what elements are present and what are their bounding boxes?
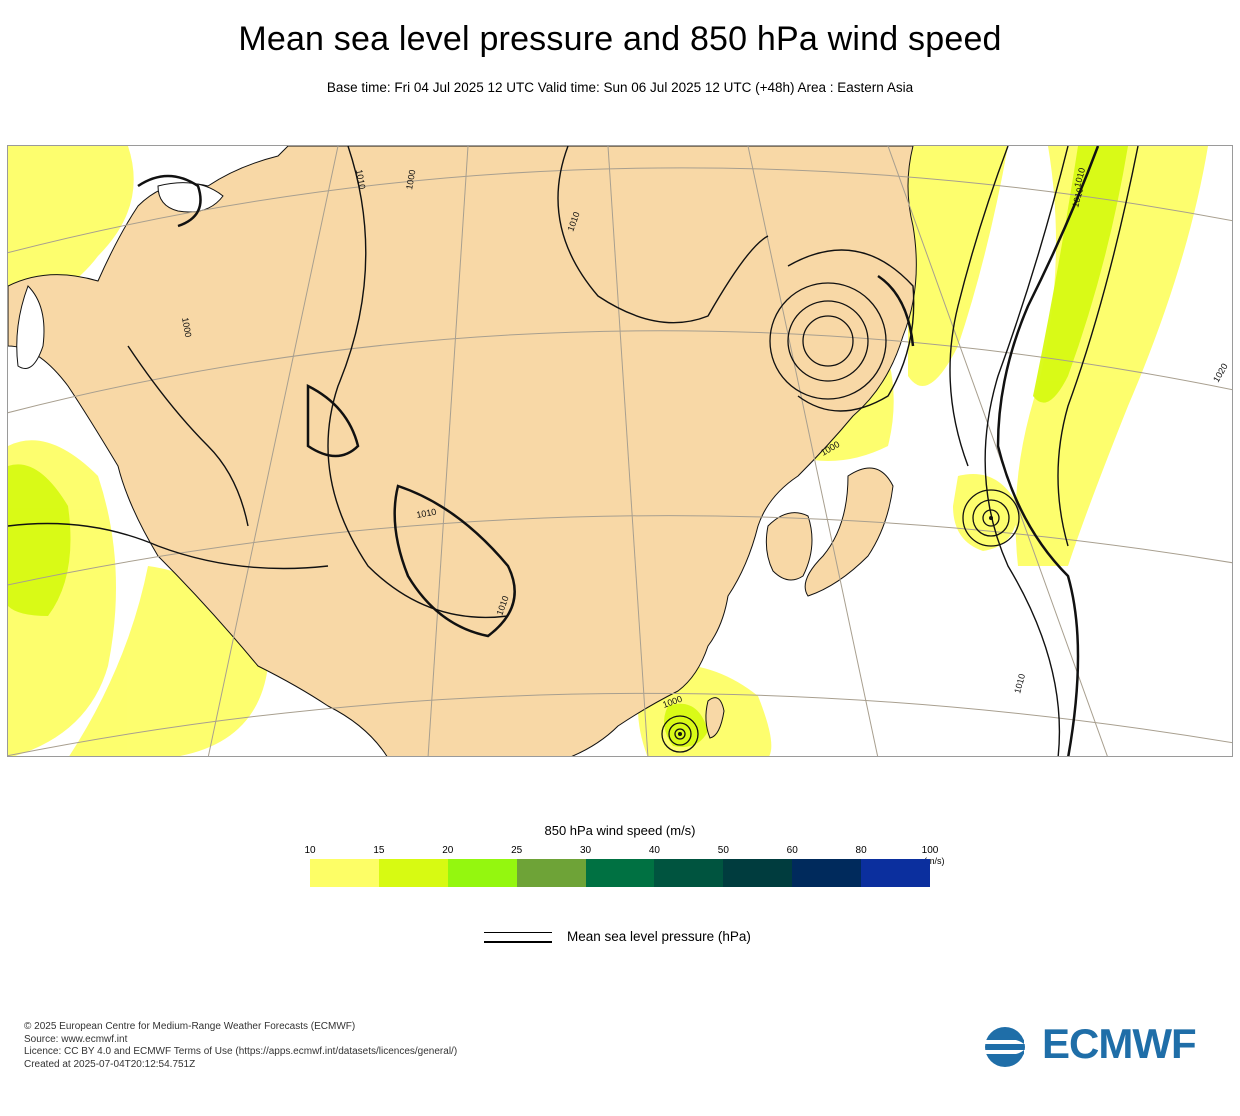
colorbar-tick-label: 10 <box>304 845 316 856</box>
taiwan-island <box>705 697 725 739</box>
chart-title: Mean sea level pressure and 850 hPa wind… <box>238 20 1002 58</box>
wind-colorbar <box>310 859 931 887</box>
isobar-label: 1010 <box>354 169 367 190</box>
chart-subtitle: Base time: Fri 04 Jul 2025 12 UTC Valid … <box>326 80 914 95</box>
msl-legend-label: Mean sea level pressure (hPa) <box>567 929 751 944</box>
typhoon-center-marker <box>989 516 993 520</box>
low-pressure-systems <box>661 282 1020 753</box>
colorbar-swatch <box>310 859 379 887</box>
colorbar-swatch <box>792 859 862 887</box>
credits-licence: Licence: CC BY 4.0 and ECMWF Terms of Us… <box>24 1046 458 1057</box>
credits-copyright: © 2025 European Centre for Medium-Range … <box>24 1021 356 1032</box>
ecmwf-logo: ECMWF <box>984 1020 1220 1072</box>
colorbar-swatch <box>654 859 724 887</box>
wind-legend-title: 850 hPa wind speed (m/s) <box>544 823 696 838</box>
colorbar-tick-label: 60 <box>786 845 798 856</box>
colorbar-swatch <box>861 859 931 887</box>
land-mass <box>8 146 917 756</box>
colorbar-tick-label: 100 <box>921 845 939 856</box>
graticule <box>8 146 1232 756</box>
msl-legend: Mean sea level pressure (hPa) <box>484 928 784 948</box>
ecmwf-logo-text: ECMWF <box>1042 1020 1197 1067</box>
ecmwf-logo-icon <box>984 1027 1040 1067</box>
colorbar-tick-label: 80 <box>855 845 867 856</box>
colorbar-tick-label: 20 <box>442 845 454 856</box>
credits-created: Created at 2025-07-04T20:12:54.751Z <box>24 1058 196 1070</box>
msl-line-thin <box>484 932 552 933</box>
weather-map[interactable]: 1010 1000 1010 1000 1010 1010 1000 1010 … <box>7 145 1233 757</box>
isobars <box>8 146 1139 756</box>
colorbar-swatch <box>378 859 448 887</box>
colorbar-units: (m/s) <box>924 856 945 866</box>
credits-source: Source: www.ecmwf.int <box>24 1033 128 1045</box>
colorbar-tick-label: 30 <box>579 845 592 856</box>
isobar-label: 1000 <box>404 169 417 190</box>
colorbar-swatch <box>723 859 793 887</box>
korea-peninsula <box>765 512 813 581</box>
colorbar-tick-label: 25 <box>511 845 523 856</box>
caspian-sea <box>16 285 45 369</box>
colorbar-swatch <box>585 859 655 887</box>
colorbar-tick-label: 40 <box>648 845 660 856</box>
colorbar-tick-label: 50 <box>717 845 729 856</box>
isobar-label: 1010 <box>416 507 437 520</box>
low-center-marker <box>678 732 682 736</box>
msl-line-bold <box>484 941 552 943</box>
isobars-bold <box>137 146 1100 756</box>
isobar-label: 1000 <box>180 317 193 338</box>
colorbar-swatch <box>447 859 517 887</box>
credits: © 2025 European Centre for Medium-Range … <box>24 1021 457 1071</box>
colorbar-tick-label: 15 <box>373 845 385 856</box>
colorbar-swatch <box>516 859 586 887</box>
